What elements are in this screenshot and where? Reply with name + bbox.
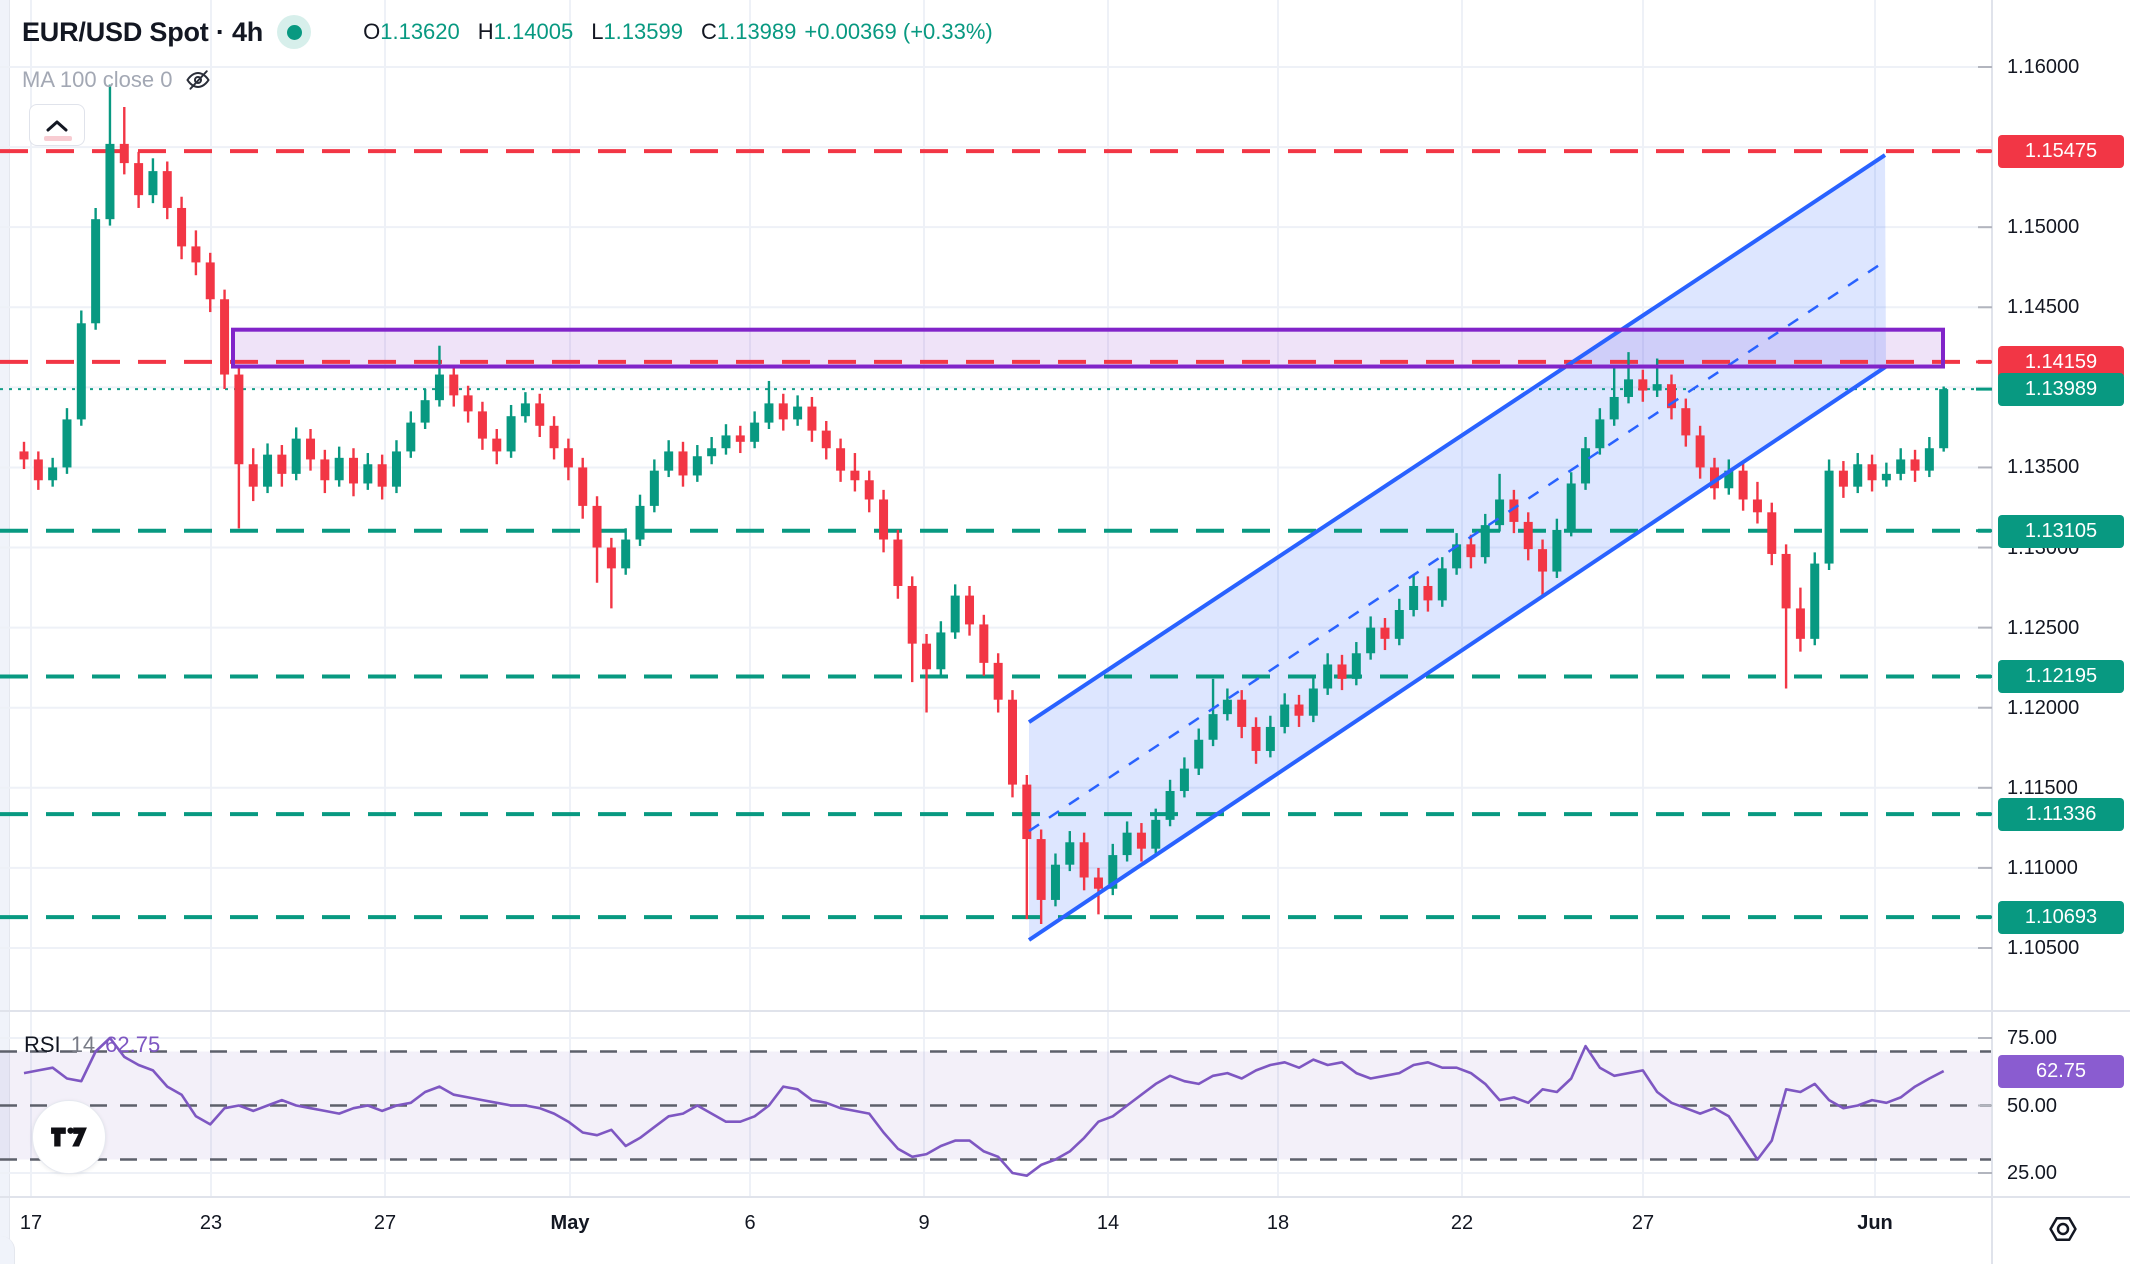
time-axis-label: 22 (1450, 1212, 1474, 1234)
rsi-name: RSI (24, 1032, 61, 1057)
time-axis-label: 6 (744, 1212, 756, 1234)
rsi-axis-label: 25.00 (2007, 1162, 2058, 1184)
time-axis-label: May (550, 1212, 590, 1234)
price-axis-label: 1.16000 (2007, 56, 2080, 78)
price-axis-label: 1.11500 (2007, 776, 2078, 799)
time-axis-label: 18 (1266, 1212, 1290, 1234)
price-axis[interactable]: 1.160001.150001.145001.135001.130001.125… (1993, 0, 2130, 1196)
price-axis-label: 1.11000 (2007, 856, 2078, 879)
price-level-badge: 1.13105 (1998, 514, 2124, 548)
close-label: C (700, 19, 717, 44)
price-axis-label: 1.12000 (2007, 696, 2080, 719)
rsi-param: 14 (70, 1032, 96, 1057)
time-axis-label: 14 (1096, 1212, 1120, 1234)
time-axis[interactable]: 17 23 27 May 6 9 14 18 22 27 Jun (0, 1198, 2130, 1264)
high-value: 1.14005 (493, 19, 574, 44)
chart-header: EUR/USD Spot · 4h O1.13620 H1.14005 L1.1… (22, 12, 993, 94)
low-value: 1.13599 (603, 19, 683, 44)
open-value: 1.13620 (380, 19, 460, 44)
tradingview-logo[interactable] (32, 1100, 106, 1174)
rsi-legend: RSI 14 62.75 (24, 1032, 160, 1058)
price-axis-label: 1.15000 (2007, 216, 2080, 239)
change-value: +0.00369 (+0.33%) (804, 19, 993, 44)
indicator-legend: MA 100 close 0 (22, 66, 993, 94)
close-value: 1.13989 (716, 19, 797, 44)
open-label: O (363, 19, 381, 44)
rsi-axis-label: 75.00 (2007, 1027, 2058, 1049)
time-axis-label: 17 (19, 1212, 43, 1234)
chevron-up-icon (46, 120, 68, 131)
price-axis-label: 1.14500 (2007, 296, 2080, 319)
price-level-badge: 1.12195 (1998, 660, 2124, 694)
price-axis-label: 1.10500 (2007, 936, 2080, 959)
price-axis-label: 1.13500 (2007, 456, 2080, 479)
hidden-line-hint (44, 136, 72, 141)
price-level-badge: 1.13989 (1998, 373, 2124, 407)
price-level-badge: 1.15475 (1998, 135, 2124, 169)
time-axis-label: 9 (918, 1212, 930, 1234)
market-status-dot (277, 15, 312, 49)
price-level-badge: 1.11336 (1998, 798, 2124, 832)
price-axis-label: 1.12500 (2007, 616, 2080, 639)
time-axis-label: 27 (1631, 1212, 1655, 1234)
time-axis-label: Jun (1857, 1212, 1893, 1234)
price-level-badge: 1.10693 (1998, 901, 2124, 935)
ma-indicator-label: MA 100 close 0 (22, 67, 173, 92)
rsi-value-badge: 62.75 (1998, 1055, 2124, 1089)
visibility-off-icon[interactable] (184, 66, 212, 94)
collapse-pane-button[interactable] (29, 104, 85, 146)
settings-gear-icon[interactable] (2046, 1212, 2080, 1246)
rsi-axis-label: 50.00 (2007, 1094, 2058, 1117)
rsi-value: 62.75 (105, 1032, 161, 1057)
time-axis-label: 27 (373, 1212, 397, 1234)
symbol-title[interactable]: EUR/USD Spot · 4h (22, 16, 264, 47)
time-axis-label: 23 (199, 1212, 223, 1234)
high-label: H (477, 19, 494, 44)
tradingview-logo-glyph (51, 1127, 87, 1147)
left-panel-edge (0, 0, 10, 1264)
ohlc-readout: O1.13620 H1.14005 L1.13599 C1.13989 +0.0… (353, 19, 993, 45)
left-panel-corner (0, 1236, 15, 1264)
low-label: L (591, 19, 604, 44)
